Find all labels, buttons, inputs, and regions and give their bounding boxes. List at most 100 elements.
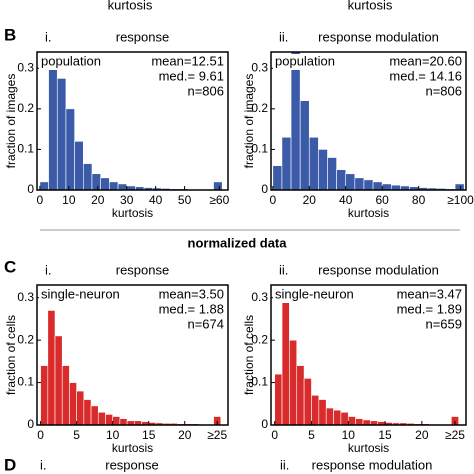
panel-letter: B xyxy=(4,25,16,44)
bar xyxy=(303,378,312,426)
bar xyxy=(299,100,310,191)
bar xyxy=(91,173,101,191)
bar xyxy=(333,409,342,426)
x-tick-label: 30 xyxy=(120,193,134,207)
bar xyxy=(289,339,298,426)
y-tick-label: 0.2 xyxy=(17,101,34,115)
y-tick-label: 0.1 xyxy=(251,375,268,389)
y-axis-label: fraction of cells xyxy=(242,315,256,395)
plot-frame xyxy=(36,51,229,191)
stat-label: med.= 1.89 xyxy=(397,301,462,316)
bar xyxy=(362,419,371,426)
x-axis-label: kurtosis xyxy=(112,441,153,455)
bar xyxy=(105,414,113,426)
bar xyxy=(355,418,364,426)
bar xyxy=(345,173,356,191)
legend-box xyxy=(39,54,115,70)
y-tick-label: 0.3 xyxy=(17,290,34,304)
bar xyxy=(56,78,67,191)
x-tick-label: 15 xyxy=(378,428,392,442)
top-fragment-label: kurtosis xyxy=(348,0,393,12)
x-tick-label: 20 xyxy=(178,428,192,442)
bar xyxy=(354,177,365,191)
bar xyxy=(381,183,392,191)
x-tick-label: 10 xyxy=(342,428,356,442)
chart-title: response xyxy=(116,262,169,277)
x-axis-label: kurtosis xyxy=(348,206,389,220)
y-axis-label: fraction of images xyxy=(242,74,256,169)
x-tick-label: 20 xyxy=(415,428,429,442)
panel-roman: i. xyxy=(45,262,52,277)
bar xyxy=(47,310,56,426)
bar xyxy=(48,55,58,191)
x-axis-label: kurtosis xyxy=(112,206,153,220)
bar xyxy=(109,181,119,191)
top-fragment-label: kurtosis xyxy=(108,0,153,12)
stat-label: med.= 9.61 xyxy=(159,68,224,83)
x-tick-label: ≥60 xyxy=(209,193,229,207)
bar xyxy=(119,418,128,426)
y-tick-label: 0.1 xyxy=(17,142,34,156)
y-tick-label: 0.3 xyxy=(251,290,268,304)
x-tick-label: 20 xyxy=(91,193,105,207)
bar xyxy=(274,373,283,426)
x-tick-label: 0 xyxy=(37,428,44,442)
chart-title: response modulation xyxy=(318,262,439,277)
x-tick-label: 40 xyxy=(339,193,353,207)
bar xyxy=(74,140,84,191)
bar xyxy=(69,382,77,426)
stat-label: med.= 1.88 xyxy=(159,301,224,316)
panel-roman: i. xyxy=(40,457,47,472)
y-tick-label: 0 xyxy=(261,417,268,431)
panel-roman: ii. xyxy=(279,29,288,44)
x-tick-label: 0 xyxy=(269,193,276,207)
legend-label: population xyxy=(275,53,335,68)
legend-label: single-neuron xyxy=(41,286,120,301)
panel-letter: C xyxy=(4,257,16,276)
bar xyxy=(213,181,223,191)
x-tick-label: ≥100 xyxy=(447,193,474,207)
x-tick-label: ≥25 xyxy=(445,428,465,442)
bar xyxy=(83,163,93,191)
panel-roman: ii. xyxy=(279,262,288,277)
y-tick-label: 0.2 xyxy=(251,332,268,346)
bar xyxy=(272,165,283,191)
legend-label: single-neuron xyxy=(275,286,354,301)
y-tick-label: 0 xyxy=(261,182,268,196)
legend-box xyxy=(273,287,349,303)
x-tick-label: 20 xyxy=(303,193,317,207)
bar xyxy=(100,177,110,191)
y-tick-label: 0 xyxy=(27,182,34,196)
bar xyxy=(61,365,70,426)
x-tick-label: 40 xyxy=(149,193,163,207)
bar xyxy=(340,411,349,426)
bar xyxy=(281,136,292,191)
chart-title: response modulation xyxy=(318,29,439,44)
y-tick-label: 0.1 xyxy=(17,375,34,389)
x-tick-label: 0 xyxy=(37,193,44,207)
bar xyxy=(308,136,319,191)
panel-letter: D xyxy=(4,455,16,474)
x-tick-label: 5 xyxy=(308,428,315,442)
legend-label: population xyxy=(41,53,101,68)
stat-label: n=806 xyxy=(425,83,462,98)
bar xyxy=(39,181,49,191)
bar xyxy=(347,416,356,426)
legend-box xyxy=(273,54,349,70)
bar xyxy=(281,301,290,426)
y-axis-label: fraction of cells xyxy=(4,315,18,395)
y-tick-label: 0.3 xyxy=(17,60,34,74)
bar xyxy=(54,335,63,426)
panel-title: response xyxy=(105,457,158,472)
chart-title: response xyxy=(116,29,169,44)
x-tick-label: 0 xyxy=(271,428,278,442)
bar xyxy=(290,51,301,191)
panel-roman: ii. xyxy=(280,457,289,472)
x-tick-label: 80 xyxy=(412,193,426,207)
stat-label: n=659 xyxy=(425,316,462,331)
x-axis-label: kurtosis xyxy=(348,441,389,455)
bar xyxy=(318,399,327,426)
stat-label: n=674 xyxy=(187,316,224,331)
section-title: normalized data xyxy=(188,235,288,250)
